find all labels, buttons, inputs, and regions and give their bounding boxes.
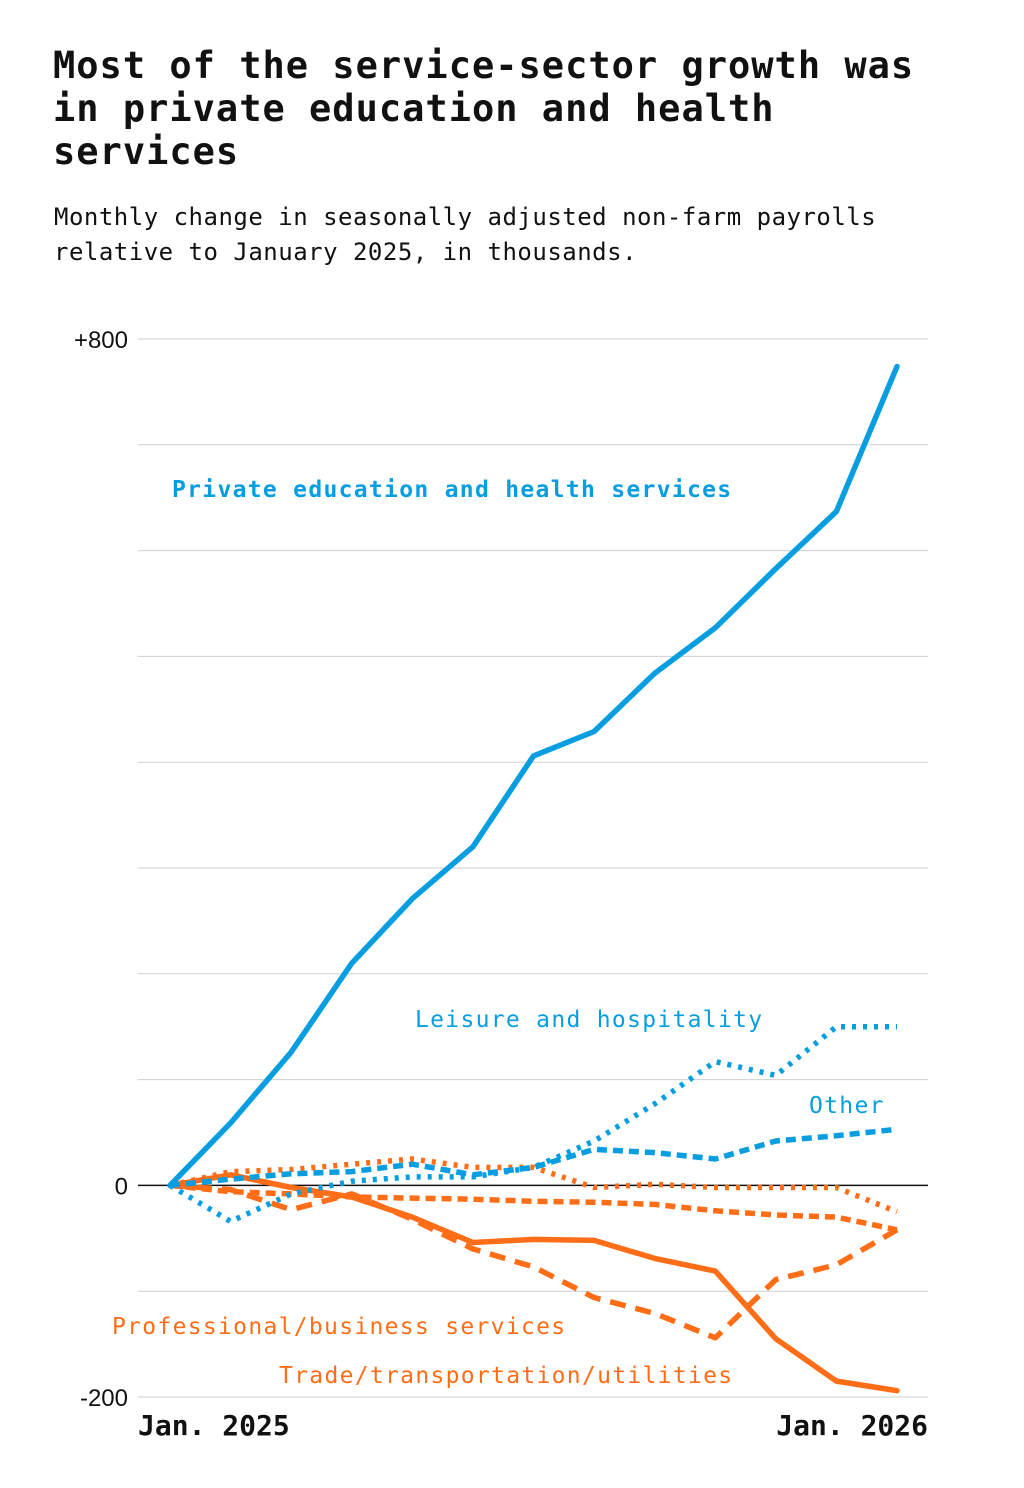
label-other: Other [809, 1093, 885, 1119]
series-lines [167, 363, 900, 1394]
chart-title: Most of the service-sector growth was in… [53, 44, 915, 173]
y-tick-label: +800 [74, 327, 128, 354]
series-line-other [169, 1126, 898, 1189]
label-private-education-health: Private education and health services [172, 477, 732, 503]
series-labels: Private education and health services Le… [112, 477, 885, 1389]
y-tick-label: 0 [115, 1173, 128, 1200]
x-axis-ticks: Jan. 2025 Jan. 2026 [138, 1409, 928, 1442]
x-tick-label: Jan. 2026 [776, 1409, 928, 1442]
y-tick-label: -200 [80, 1385, 128, 1412]
label-professional-business: Professional/business services [112, 1314, 566, 1340]
label-leisure-hospitality: Leisure and hospitality [415, 1007, 763, 1033]
series-line-leisure-and-hospitality [168, 1023, 897, 1225]
label-trade-transportation: Trade/transportation/utilities [279, 1363, 733, 1389]
y-axis-ticks: +800 0 -200 [74, 327, 128, 1412]
chart-subtitle: Monthly change in seasonally adjusted no… [54, 203, 877, 266]
x-tick-label: Jan. 2025 [138, 1409, 290, 1442]
